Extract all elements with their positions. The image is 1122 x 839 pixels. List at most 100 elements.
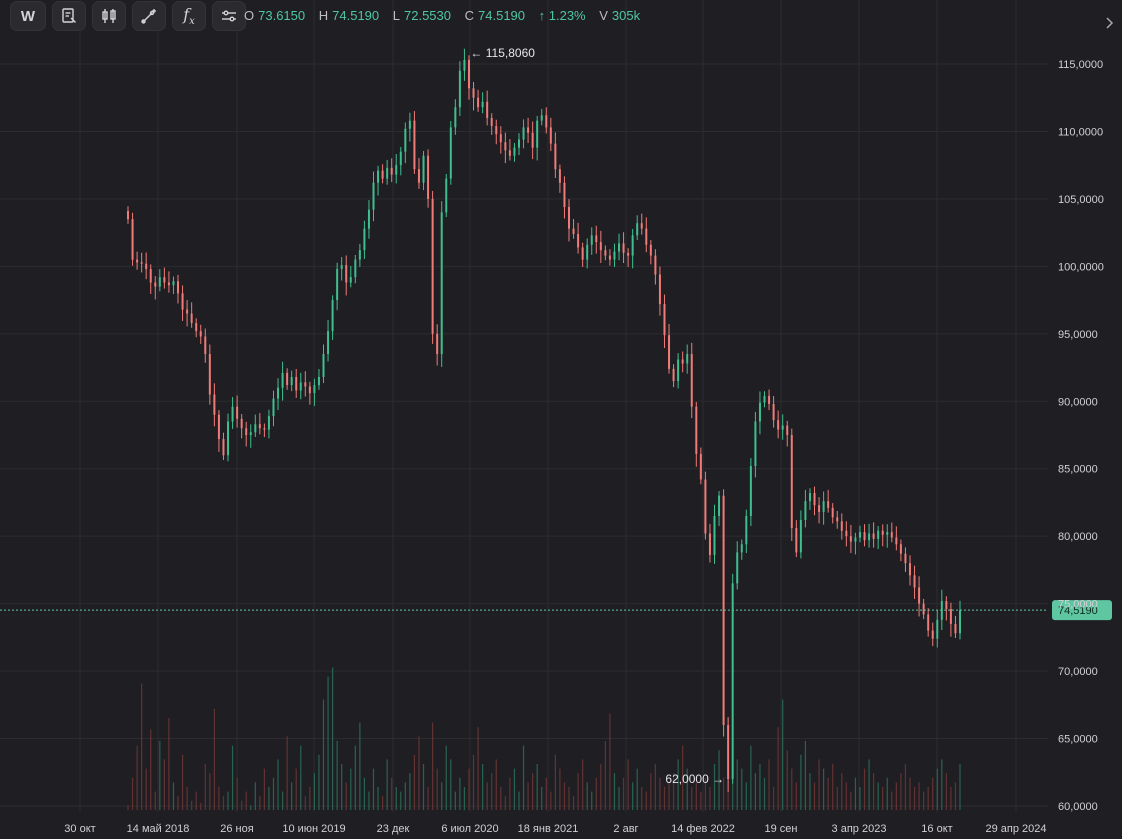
volume-bar: [318, 754, 320, 810]
volume-bar: [450, 759, 452, 810]
candle-body: [149, 269, 152, 283]
candle-body: [327, 331, 330, 355]
candle-body: [263, 428, 266, 430]
candle-body: [431, 198, 434, 334]
volume-bar: [427, 787, 429, 810]
candle-body: [358, 250, 361, 260]
x-tick-label: 19 сен: [765, 823, 798, 835]
candle-body: [572, 228, 575, 234]
candle-body: [181, 293, 184, 310]
volume-bar: [650, 773, 652, 810]
candle-body: [813, 493, 816, 506]
volume-bar: [750, 745, 752, 810]
candle-body: [763, 395, 766, 403]
y-tick-label: 70,0000: [1058, 666, 1098, 678]
candle-body: [177, 281, 180, 294]
volume-bar: [850, 791, 852, 810]
volume-bar: [845, 782, 847, 810]
candle-body: [490, 117, 493, 127]
candles-icon: [102, 9, 116, 23]
candle-body: [749, 466, 752, 516]
volume-bar: [722, 777, 725, 810]
candle-body: [690, 354, 693, 407]
volume-bar: [550, 791, 552, 810]
volume-bar: [704, 777, 706, 810]
chart-type-button[interactable]: [92, 1, 126, 31]
volume-bar: [186, 787, 188, 810]
candle-body: [158, 277, 161, 287]
volume-bars: [127, 667, 961, 810]
volume-bar: [659, 777, 661, 810]
volume-bar: [950, 787, 952, 810]
x-tick-label: 10 июн 2019: [282, 823, 345, 835]
chart-settings-button[interactable]: [52, 1, 86, 31]
candle-body: [586, 244, 589, 260]
candle-body: [822, 501, 825, 512]
volume-bar: [413, 754, 416, 810]
candle-body: [649, 244, 652, 256]
volume-bar: [286, 736, 288, 810]
volume-bar: [645, 791, 647, 810]
candle-body: [427, 155, 430, 199]
volume-bar: [536, 764, 538, 810]
candle-body: [740, 544, 743, 553]
volume-bar: [809, 773, 811, 810]
x-tick-label: 16 окт: [921, 823, 952, 835]
volume-bar: [618, 787, 620, 810]
settings-button[interactable]: [212, 1, 246, 31]
volume-bar: [700, 791, 702, 810]
volume-bar: [441, 782, 443, 810]
volume-bar: [345, 782, 347, 810]
volume-bar: [295, 768, 297, 810]
candle-body: [931, 630, 934, 639]
volume-bar: [491, 773, 493, 810]
candle-body: [372, 182, 375, 210]
low-label: L: [392, 8, 400, 23]
volume-bar: [150, 729, 152, 810]
candle-body: [613, 251, 616, 260]
volume-bar: [709, 787, 711, 810]
volume-bar: [768, 759, 770, 810]
volume-bar: [281, 791, 284, 810]
volume-bar: [309, 787, 311, 810]
candle-body: [672, 368, 675, 382]
volume-bar: [331, 667, 334, 810]
volume-bar: [854, 777, 857, 810]
candle-body: [608, 255, 611, 260]
volume-bar: [604, 741, 606, 810]
candle-body: [131, 219, 134, 260]
indicators-button[interactable]: fx: [172, 1, 206, 31]
candle-body: [322, 354, 325, 377]
volume-bar: [672, 773, 675, 810]
volume-bar: [909, 777, 911, 810]
high-value: 74.5190: [332, 8, 380, 23]
candle-body: [804, 501, 807, 520]
volume-bar: [418, 736, 420, 810]
collapse-panel-button[interactable]: [1104, 16, 1118, 34]
volume-bar: [163, 759, 165, 810]
drawing-tools-button[interactable]: [132, 1, 166, 31]
candle-body: [540, 115, 543, 121]
volume-bar: [609, 713, 611, 810]
candle-body: [336, 269, 339, 301]
volume-bar: [600, 764, 602, 810]
interval-button[interactable]: W: [10, 1, 46, 31]
candle-body: [367, 209, 370, 229]
candle-body: [881, 530, 884, 535]
candle-body: [395, 165, 398, 175]
volume-bar: [322, 699, 325, 810]
volume-bar: [218, 787, 220, 810]
volume-bar: [923, 791, 925, 810]
volume-bar: [841, 773, 843, 810]
volume-bar: [654, 764, 656, 810]
volume-bar: [459, 777, 461, 810]
candle-body: [308, 386, 311, 394]
candle-body: [645, 228, 648, 245]
candle-body: [727, 725, 730, 780]
last-price-tag: [1052, 600, 1112, 621]
volume-bar: [904, 764, 907, 810]
volume-bar: [745, 782, 747, 810]
candle-body: [549, 127, 552, 144]
volume-bar: [236, 777, 238, 810]
